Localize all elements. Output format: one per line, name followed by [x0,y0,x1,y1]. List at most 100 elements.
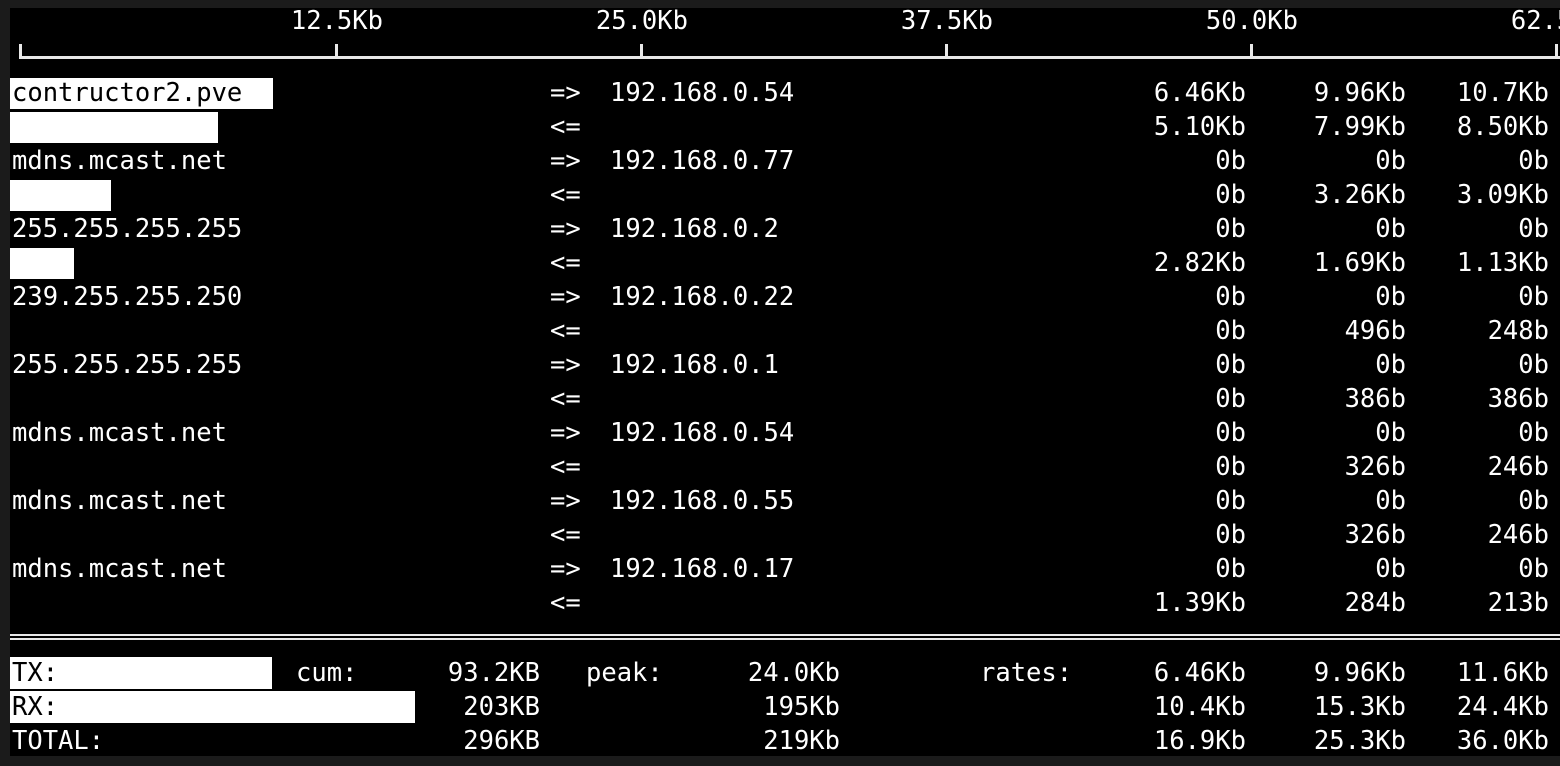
bandwidth-scale: 12.5Kb 25.0Kb 37.5Kb 50.0Kb 62.5Kb [10,6,1560,68]
tx-rate-last2s: 0b [1215,282,1246,312]
summary-footer: TX: cum: peak: rates: 93.2KB 24.0Kb 6.46Kb 9.96… [10,656,1560,766]
cum-label: cum: [296,658,358,688]
rx-rate-last40s: 1.13Kb [1456,248,1549,278]
local-host-label: 255.255.255.255 [12,214,243,244]
rx-rate-last10s: 7.99Kb [1313,112,1406,142]
summary-cum-value: 296KB [463,726,540,756]
tx-rate-last10s: 0b [1375,486,1406,516]
scale-tick-3 [1250,44,1253,59]
remote-host-label: 192.168.0.55 [610,486,795,516]
rx-rate-last40s: 3.09Kb [1456,180,1549,210]
tx-rate-last2s: 0b [1215,214,1246,244]
connection-row-rx[interactable]: <= 0b 496b 248b [10,314,1560,348]
tx-rate-last40s: 0b [1518,418,1549,448]
summary-rate-last2s: 6.46Kb [1153,658,1246,688]
tx-rate-last10s: 0b [1375,554,1406,584]
connection-row-rx[interactable]: <= 1.39Kb 284b 213b [10,586,1560,620]
local-host-label: 255.255.255.255 [12,350,243,380]
connection-row-rx[interactable]: <= 0b 326b 246b [10,450,1560,484]
scale-tick-2 [945,44,948,59]
iftop-terminal[interactable]: 12.5Kb 25.0Kb 37.5Kb 50.0Kb 62.5Kb contructo… [10,6,1560,756]
direction-arrow-send-icon: => [550,486,581,516]
local-host-label: mdns.mcast.net [12,146,227,176]
separator-line-bottom [10,638,1560,640]
local-host-label: mdns.mcast.net [12,486,227,516]
connection-row-tx[interactable]: 255.255.255.255 => 192.168.0.1 0b 0b 0b [10,348,1560,382]
scale-label-4: 62.5Kb [1510,6,1560,36]
rx-rate-last10s: 3.26Kb [1313,180,1406,210]
summary-row: TX: cum: peak: rates: 93.2KB 24.0Kb 6.46Kb 9.96… [10,656,1560,690]
rx-rate-last10s: 284b [1344,588,1406,618]
scale-tick-1 [640,44,643,59]
summary-row-label: TX: [12,658,59,688]
summary-row: TOTAL: 296KB 219Kb 16.9Kb 25.3Kb 36.0Kb [10,724,1560,758]
direction-arrow-send-icon: => [550,214,581,244]
connection-list[interactable]: contructor2.pve => 192.168.0.54 6.46Kb 9.96K… [10,76,1560,626]
rx-rate-last40s: 213b [1487,588,1549,618]
direction-arrow-recv-icon: <= [550,384,581,414]
scale-tick-0 [335,44,338,59]
rx-rate-last2s: 0b [1215,520,1246,550]
connection-row-tx[interactable]: mdns.mcast.net => 192.168.0.77 0b 0b 0b [10,144,1560,178]
local-host-label: contructor2.pve [12,78,243,108]
summary-rate-last40s: 24.4Kb [1456,692,1549,722]
connection-row-rx[interactable]: <= 0b 326b 246b [10,518,1560,552]
connection-row-tx[interactable]: 239.255.255.250 => 192.168.0.22 0b 0b 0b [10,280,1560,314]
scale-label-0: 12.5Kb [290,6,383,36]
local-host-label: 239.255.255.250 [12,282,243,312]
scale-rule-line [19,56,1560,59]
direction-arrow-recv-icon: <= [550,588,581,618]
connection-row-rx[interactable]: <= 5.10Kb 7.99Kb 8.50Kb [10,110,1560,144]
tx-rate-last10s: 0b [1375,214,1406,244]
connection-row-rx[interactable]: <= 0b 386b 386b [10,382,1560,416]
rx-rate-last2s: 1.39Kb [1153,588,1246,618]
tx-rate-last40s: 0b [1518,282,1549,312]
rx-rate-last40s: 246b [1487,520,1549,550]
remote-host-label: 192.168.0.54 [610,418,795,448]
local-host-label: mdns.mcast.net [12,418,227,448]
remote-host-label: 192.168.0.1 [610,350,779,380]
connection-row-tx[interactable]: 255.255.255.255 => 192.168.0.2 0b 0b 0b [10,212,1560,246]
summary-peak-value: 219Kb [763,726,840,756]
connection-row-tx[interactable]: mdns.mcast.net => 192.168.0.54 0b 0b 0b [10,416,1560,450]
separator-line-top [10,634,1560,636]
tx-rate-last2s: 0b [1215,350,1246,380]
connection-row-tx[interactable]: mdns.mcast.net => 192.168.0.17 0b 0b 0b [10,552,1560,586]
connection-row-rx[interactable]: <= 2.82Kb 1.69Kb 1.13Kb [10,246,1560,280]
summary-row: RX: 203KB 195Kb 10.4Kb 15.3Kb 24.4Kb [10,690,1560,724]
tx-rate-bar [10,78,273,109]
rx-rate-last10s: 1.69Kb [1313,248,1406,278]
summary-rate-last10s: 15.3Kb [1313,692,1406,722]
connection-row-rx[interactable]: <= 0b 3.26Kb 3.09Kb [10,178,1560,212]
rx-rate-last40s: 246b [1487,452,1549,482]
summary-rate-last40s: 11.6Kb [1456,658,1549,688]
remote-host-label: 192.168.0.77 [610,146,795,176]
summary-bar [10,691,415,723]
direction-arrow-send-icon: => [550,146,581,176]
footer-separator [10,634,1560,640]
rx-rate-last2s: 0b [1215,316,1246,346]
summary-peak-value: 195Kb [763,692,840,722]
rx-rate-last10s: 496b [1344,316,1406,346]
rx-rate-last40s: 8.50Kb [1456,112,1549,142]
tx-rate-last2s: 0b [1215,418,1246,448]
summary-cum-value: 203KB [463,692,540,722]
tx-rate-last40s: 0b [1518,214,1549,244]
connection-row-tx[interactable]: contructor2.pve => 192.168.0.54 6.46Kb 9.96K… [10,76,1560,110]
direction-arrow-recv-icon: <= [550,520,581,550]
tx-rate-last10s: 0b [1375,146,1406,176]
remote-host-label: 192.168.0.17 [610,554,795,584]
summary-bar [10,657,272,689]
direction-arrow-recv-icon: <= [550,316,581,346]
connection-row-tx[interactable]: mdns.mcast.net => 192.168.0.55 0b 0b 0b [10,484,1560,518]
rx-rate-bar [10,180,111,211]
rx-rate-last2s: 0b [1215,384,1246,414]
tx-rate-last10s: 0b [1375,418,1406,448]
rx-rate-bar [10,112,218,143]
scale-label-1: 25.0Kb [595,6,688,36]
summary-cum-value: 93.2KB [447,658,540,688]
tx-rate-last10s: 0b [1375,350,1406,380]
scale-label-2: 37.5Kb [900,6,993,36]
local-host-label: mdns.mcast.net [12,554,227,584]
